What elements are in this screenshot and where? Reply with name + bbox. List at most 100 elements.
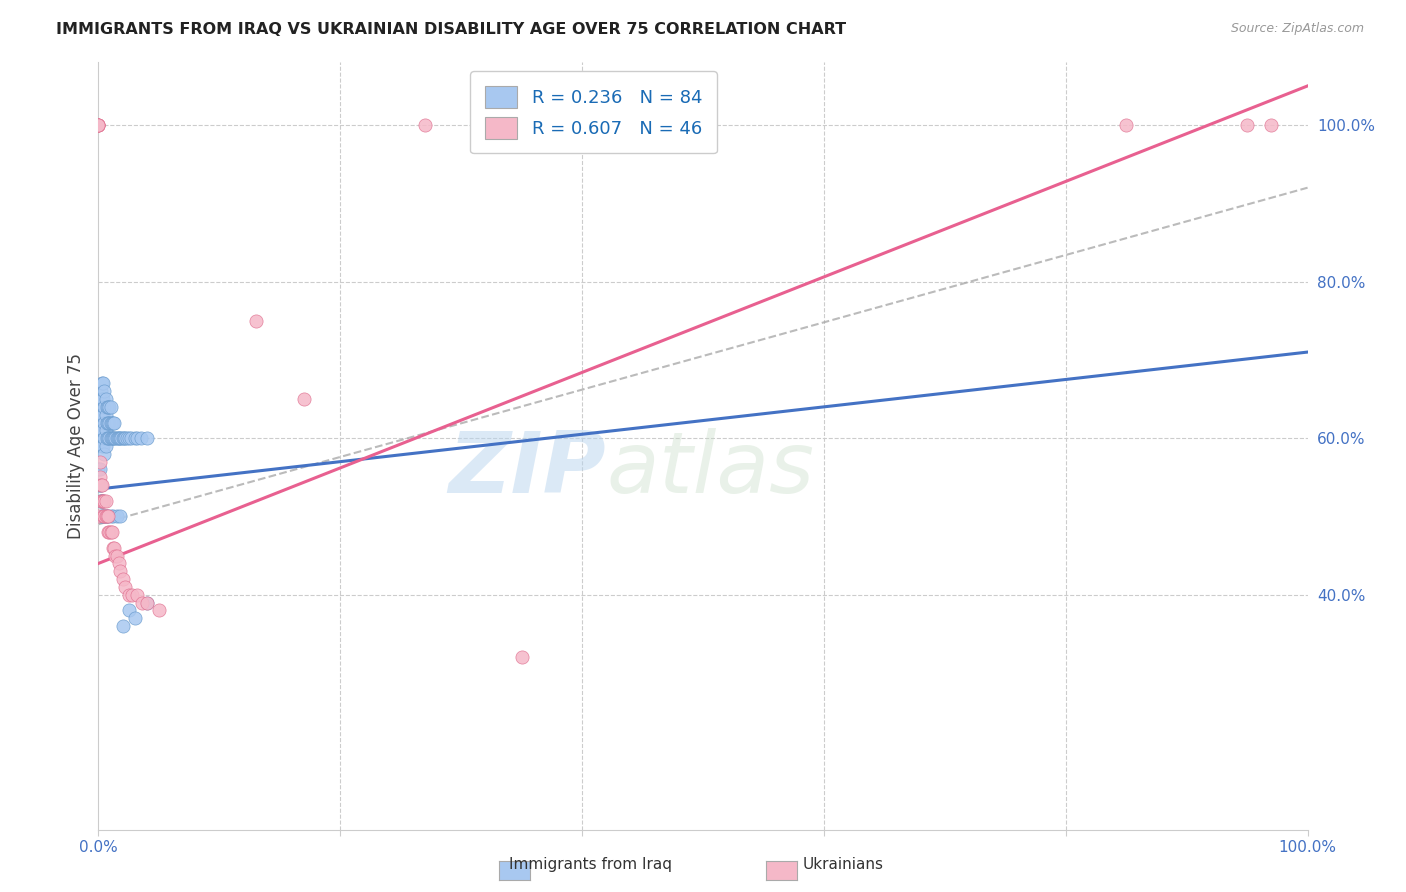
Point [110, 431, 132, 445]
Point [245, 314, 267, 328]
Point [91, 423, 114, 437]
Point [91, 493, 114, 508]
Text: IMMIGRANTS FROM IRAQ VS UKRAINIAN DISABILITY AGE OVER 75 CORRELATION CHART: IMMIGRANTS FROM IRAQ VS UKRAINIAN DISABI… [56, 22, 846, 37]
Point [117, 431, 139, 445]
Point [93, 509, 115, 524]
Point [94, 509, 117, 524]
Point [105, 549, 128, 563]
Point [510, 650, 533, 665]
Point [127, 588, 149, 602]
Point [124, 611, 146, 625]
Point [91, 439, 114, 453]
Text: atlas: atlas [606, 427, 814, 510]
Point [292, 392, 315, 406]
Point [96, 509, 118, 524]
Point [103, 416, 125, 430]
Point [91, 509, 114, 524]
Point [90, 478, 112, 492]
Point [103, 431, 125, 445]
Point [93, 447, 115, 461]
Point [100, 416, 122, 430]
Point [91, 392, 114, 406]
Point [91, 439, 114, 453]
Point [87, 118, 110, 132]
Point [129, 431, 152, 445]
Point [90, 493, 112, 508]
Point [114, 431, 136, 445]
Point [1260, 118, 1282, 132]
Point [103, 541, 125, 555]
Point [413, 118, 436, 132]
Point [98, 416, 121, 430]
Point [91, 493, 114, 508]
Point [100, 400, 122, 414]
Point [91, 478, 114, 492]
Point [98, 525, 121, 540]
Point [90, 416, 112, 430]
Point [89, 470, 111, 484]
Point [89, 423, 111, 437]
Text: Source: ZipAtlas.com: Source: ZipAtlas.com [1230, 22, 1364, 36]
Point [100, 525, 122, 540]
Point [98, 400, 121, 414]
Point [94, 392, 117, 406]
Point [111, 619, 134, 633]
Point [105, 431, 128, 445]
Point [91, 493, 114, 508]
Point [108, 557, 131, 571]
Point [118, 588, 141, 602]
Point [97, 525, 120, 540]
Point [124, 431, 146, 445]
Point [93, 509, 115, 524]
Point [111, 572, 134, 586]
Point [87, 118, 110, 132]
Point [94, 509, 117, 524]
Point [101, 541, 124, 555]
Point [91, 423, 114, 437]
Point [87, 509, 110, 524]
Point [101, 509, 124, 524]
Point [90, 384, 112, 399]
Point [91, 493, 114, 508]
Point [100, 416, 122, 430]
Point [87, 478, 110, 492]
Point [90, 478, 112, 492]
Y-axis label: Disability Age Over 75: Disability Age Over 75 [66, 353, 84, 539]
Text: Immigrants from Iraq: Immigrants from Iraq [509, 857, 672, 872]
Point [87, 118, 110, 132]
Point [91, 509, 114, 524]
Point [96, 416, 118, 430]
Point [112, 431, 135, 445]
Point [135, 596, 157, 610]
Point [90, 509, 112, 524]
Legend: R = 0.236   N = 84, R = 0.607   N = 46: R = 0.236 N = 84, R = 0.607 N = 46 [470, 71, 717, 153]
Point [90, 493, 112, 508]
Point [107, 431, 129, 445]
Point [94, 423, 117, 437]
Point [104, 549, 127, 563]
Point [131, 596, 153, 610]
Point [120, 431, 142, 445]
Point [97, 416, 120, 430]
Point [135, 596, 157, 610]
Point [108, 431, 131, 445]
Point [89, 455, 111, 469]
Point [93, 384, 115, 399]
Point [87, 462, 110, 476]
Text: Ukrainians: Ukrainians [803, 857, 884, 872]
Point [100, 431, 122, 445]
Point [96, 400, 118, 414]
Point [607, 118, 630, 132]
Point [94, 493, 117, 508]
Point [94, 408, 117, 422]
Point [94, 439, 117, 453]
Point [89, 408, 111, 422]
Point [89, 462, 111, 476]
Point [100, 525, 122, 540]
Point [104, 431, 127, 445]
Point [1236, 118, 1258, 132]
Point [108, 564, 131, 578]
Point [98, 431, 121, 445]
Point [114, 580, 136, 594]
Point [97, 509, 120, 524]
